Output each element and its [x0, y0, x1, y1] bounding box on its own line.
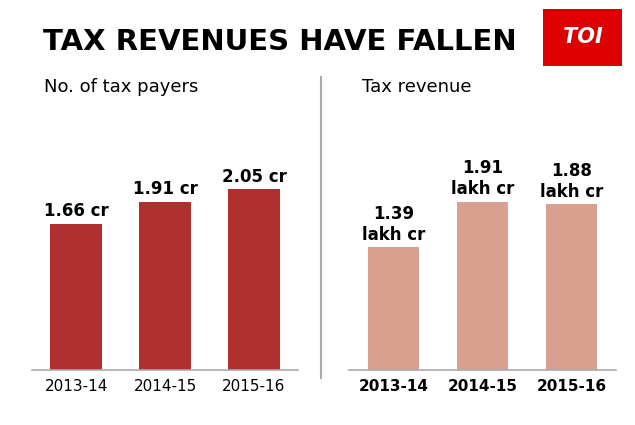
Text: 2.05 cr: 2.05 cr	[222, 168, 286, 186]
Bar	[228, 189, 280, 370]
Text: 1.66 cr: 1.66 cr	[44, 202, 109, 220]
Text: 1.91
lakh cr: 1.91 lakh cr	[451, 159, 514, 198]
Bar	[50, 224, 102, 370]
Text: TAX REVENUES HAVE FALLEN: TAX REVENUES HAVE FALLEN	[43, 28, 516, 56]
Text: TOI: TOI	[563, 27, 603, 47]
Text: 1.39
lakh cr: 1.39 lakh cr	[362, 205, 425, 244]
Bar	[545, 204, 598, 370]
Text: 1.88
lakh cr: 1.88 lakh cr	[540, 162, 603, 201]
Text: 1.91 cr: 1.91 cr	[133, 180, 197, 198]
Bar	[457, 201, 509, 370]
Bar	[368, 247, 420, 370]
Text: No. of tax payers: No. of tax payers	[44, 78, 199, 96]
Text: Tax revenue: Tax revenue	[362, 78, 471, 96]
Bar	[139, 201, 191, 370]
